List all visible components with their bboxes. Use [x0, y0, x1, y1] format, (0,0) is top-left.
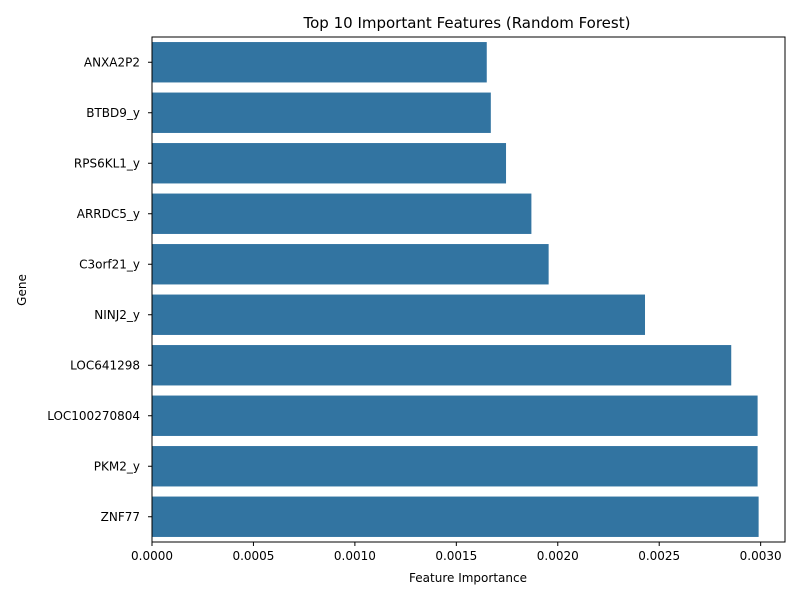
bar [152, 294, 646, 335]
plot-frame [151, 36, 786, 543]
y-tick-label: LOC100270804 [47, 409, 140, 423]
x-tick-labels: 0.0000 0.0005 0.0010 0.0015 0.0020 0.0025 0.00… [131, 542, 782, 563]
x-tick-label: 0.0015 [435, 549, 477, 563]
bar [152, 446, 758, 487]
bar [152, 345, 732, 386]
y-tick-label: C3orf21_y [79, 257, 140, 271]
chart-title: Top 10 Important Features (Random Forest… [303, 14, 631, 32]
bar [152, 42, 487, 83]
y-tick-label: BTBD9_y [86, 106, 140, 120]
y-tick-label: ANXA2P2 [84, 55, 140, 69]
y-axis-label: Gene [15, 274, 29, 306]
x-tick-label: 0.0010 [334, 549, 376, 563]
y-tick-label: RPS6KL1_y [74, 156, 140, 170]
bar [152, 244, 549, 285]
y-tick-label: NINJ2_y [94, 308, 140, 322]
y-tick-label: PKM2_y [94, 459, 140, 473]
bars-group [152, 42, 759, 537]
x-tick-label: 0.0025 [638, 549, 680, 563]
x-tick-label: 0.0000 [131, 549, 173, 563]
x-tick-label: 0.0030 [740, 549, 782, 563]
x-axis-label: Feature Importance [409, 571, 527, 585]
bar [152, 496, 759, 537]
x-tick-label: 0.0005 [232, 549, 274, 563]
y-tick-label: LOC641298 [70, 358, 140, 372]
y-tick-label: ARRDC5_y [77, 207, 140, 221]
y-tick-label: ZNF77 [101, 510, 140, 524]
bar [152, 395, 758, 436]
bar [152, 143, 507, 184]
x-tick-label: 0.0020 [537, 549, 579, 563]
y-tick-labels: ANXA2P2 BTBD9_y RPS6KL1_y ARRDC5_y C3orf21_y… [47, 55, 152, 524]
bar [152, 193, 532, 234]
bar [152, 92, 491, 133]
